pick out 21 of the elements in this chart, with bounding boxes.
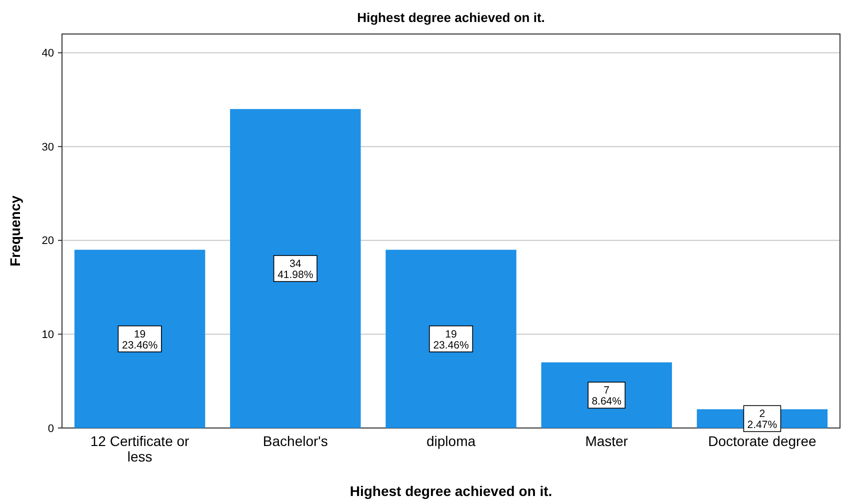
data-label: 34 41.98%	[278, 258, 314, 281]
data-label: 19 23.46%	[433, 328, 469, 352]
data-label: 7 8.64%	[592, 384, 622, 408]
y-tick-label: 10	[42, 329, 54, 342]
chart-title: Highest degree achieved on it.	[357, 10, 545, 25]
x-tick-label: Doctorate degree	[708, 433, 816, 449]
bar	[74, 250, 206, 428]
y-tick-label: 0	[48, 422, 54, 435]
bar	[386, 250, 516, 428]
y-tick-label: 30	[42, 141, 54, 154]
x-tick-label: Master	[585, 433, 628, 449]
x-tick-label: 12 Certificate or less	[90, 433, 190, 464]
y-axis-title: Frequency	[7, 195, 23, 266]
data-label: 2 2.47%	[747, 408, 778, 432]
bar	[230, 109, 361, 428]
data-label: 19 23.46%	[122, 328, 158, 352]
x-tick-label: Bachelor's	[262, 433, 328, 449]
x-tick-label: diploma	[426, 433, 476, 449]
x-axis-title: Highest degree achieved on it.	[350, 483, 552, 499]
y-tick-label: 40	[42, 48, 54, 60]
y-tick-label: 20	[42, 235, 54, 248]
